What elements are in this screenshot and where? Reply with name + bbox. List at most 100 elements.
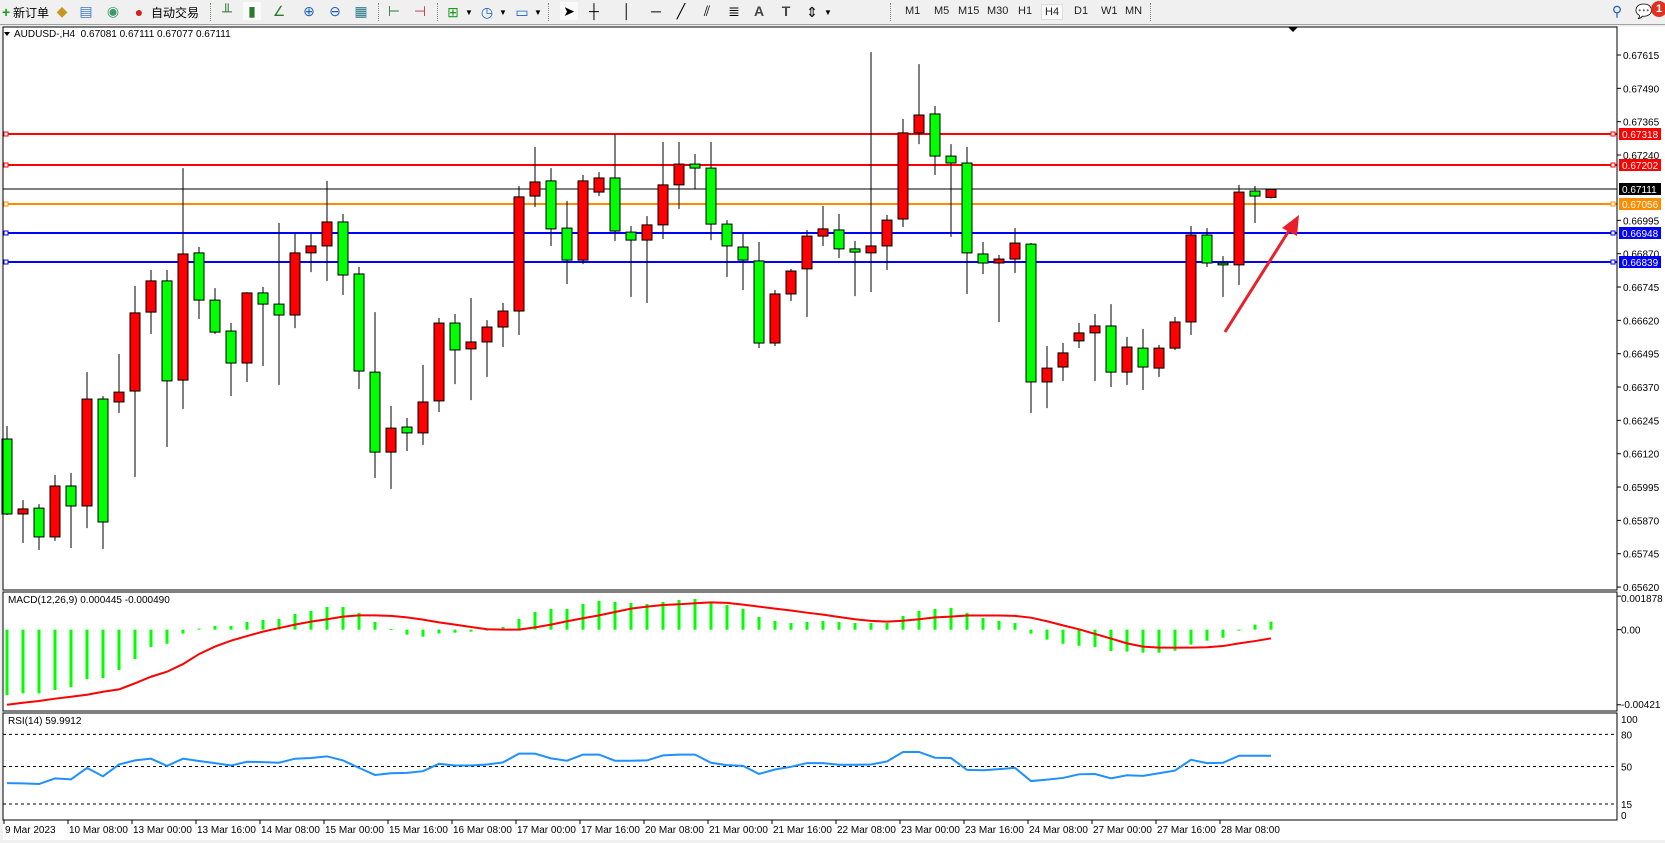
candle-body (289, 252, 301, 316)
new-order-label: 新订单 (13, 5, 50, 20)
dropdown-arrow-icon: ▼ (499, 7, 507, 17)
main-price-pane[interactable] (1, 52, 1617, 550)
chart-shift-marker-icon[interactable] (1288, 27, 1298, 32)
candle (401, 417, 413, 452)
timeframe-m15[interactable]: M15 (958, 5, 980, 17)
level-handle-left (3, 259, 9, 265)
time-label: 13 Mar 16:00 (197, 825, 256, 836)
candle (721, 220, 733, 277)
level-price-label: 0.66839 (1622, 258, 1659, 269)
text-label-icon[interactable]: T (781, 3, 791, 19)
timeframe-m5[interactable]: M5 (934, 5, 950, 17)
candle (881, 215, 893, 270)
timeframe-w1[interactable]: W1 (1101, 5, 1118, 17)
candle (273, 223, 285, 385)
candle-body (385, 427, 397, 453)
candle-body (225, 330, 237, 364)
toolbar-separator (548, 3, 551, 21)
arrows-button[interactable]: ⇕ ▼ (803, 2, 832, 22)
symbol-menu-triangle-icon[interactable] (4, 32, 10, 36)
macd-histogram-bar (645, 603, 649, 630)
notifications-icon[interactable]: 💬 (1635, 3, 1653, 19)
toolbar-separator (378, 3, 381, 21)
candle-body (849, 248, 861, 253)
level-price-badge (1619, 256, 1661, 268)
zoom-out-icon[interactable]: ⊖ (329, 3, 341, 19)
macd-histogram-bar (213, 625, 217, 630)
timeframe-h4[interactable]: H4 (1041, 4, 1064, 20)
candle-body (705, 167, 717, 225)
signals-icon[interactable]: ◉ (106, 3, 120, 19)
candle-body (257, 292, 269, 305)
indicators-button[interactable]: ▭ ▼ (513, 2, 542, 22)
vertical-line-icon[interactable]: │ (622, 3, 632, 19)
trendline-icon[interactable]: ╱ (676, 3, 686, 19)
rsi-tick-label: 80 (1621, 730, 1633, 741)
arrow-head-icon (1282, 215, 1299, 236)
rsi-pane[interactable] (3, 733, 1617, 805)
candle (353, 267, 365, 389)
macd-histogram-bar (1253, 624, 1257, 630)
candle-body (1009, 242, 1021, 260)
macd-histogram-bar (821, 620, 825, 630)
zoom-in-icon[interactable]: ⊕ (303, 3, 315, 19)
timeframe-m1[interactable]: M1 (905, 5, 921, 17)
new-order-button[interactable]: + 新订单 (2, 2, 49, 22)
candle (1105, 304, 1117, 388)
time-label: 17 Mar 16:00 (581, 825, 640, 836)
candle (177, 168, 189, 409)
timeframe-mn[interactable]: MN (1125, 5, 1143, 17)
candle (1121, 336, 1133, 385)
timeframe-d1[interactable]: D1 (1074, 5, 1089, 17)
auto-scroll-icon[interactable]: ⊢ (387, 3, 401, 19)
tile-windows-icon[interactable]: ▦ (354, 3, 368, 19)
candle (1089, 313, 1101, 381)
candle (17, 500, 29, 544)
macd-histogram-bar (245, 621, 249, 630)
macd-pane[interactable] (5, 598, 1273, 706)
timeframe-h1[interactable]: H1 (1018, 5, 1033, 17)
cursor-icon[interactable]: ➤ (560, 2, 578, 20)
candle (1137, 328, 1149, 390)
macd-histogram-bar (1061, 629, 1065, 644)
crosshair-icon[interactable]: ┼ (589, 3, 599, 19)
candle (321, 180, 333, 281)
macd-histogram-bar (1141, 629, 1145, 653)
candle (129, 285, 141, 477)
candle-body (337, 221, 349, 276)
candle (1025, 243, 1037, 413)
channel-icon[interactable]: ⫽ (703, 3, 711, 19)
time-label: 21 Mar 16:00 (773, 825, 832, 836)
chart-shift-icon[interactable]: ⊣ (413, 3, 427, 19)
candle-body (1073, 332, 1085, 342)
candle-body (353, 273, 365, 372)
candle-body (625, 231, 637, 241)
new-chart-button[interactable]: ⊞ ▼ (444, 2, 473, 22)
line-chart-icon[interactable]: ∠ (272, 3, 286, 19)
annotation-arrow (1223, 215, 1299, 333)
candle (737, 232, 749, 290)
auto-trading-button[interactable]: ● 自动交易 (130, 2, 199, 22)
macd-histogram-bar (389, 628, 393, 630)
periods-button[interactable]: ◷ ▼ (478, 2, 507, 22)
market-watch-icon[interactable]: ◆ (56, 3, 68, 19)
search-icon[interactable]: ⚲ (1611, 3, 1623, 19)
arrows-icon: ⇕ (806, 4, 818, 20)
horizontal-line-icon[interactable]: ─ (651, 3, 661, 19)
candle-body (721, 223, 733, 247)
terminal-icon[interactable]: ▤ (79, 3, 93, 19)
fibonacci-icon[interactable]: ≣ (728, 3, 740, 19)
rsi-tick-label: 15 (1621, 800, 1633, 811)
toolbar-separator (210, 3, 213, 21)
macd-histogram-bar (53, 629, 57, 690)
bar-chart-icon[interactable]: ╨ (222, 3, 232, 19)
macd-histogram-bar (453, 629, 457, 633)
macd-tick-label: 0.00 (1621, 626, 1641, 637)
candle-body (689, 163, 701, 169)
timeframe-m30[interactable]: M30 (987, 5, 1009, 17)
candlestick-icon[interactable]: ▮ (243, 2, 261, 20)
candle-body (1041, 367, 1053, 383)
text-icon[interactable]: A (753, 3, 765, 19)
macd-histogram-bar (277, 618, 281, 630)
